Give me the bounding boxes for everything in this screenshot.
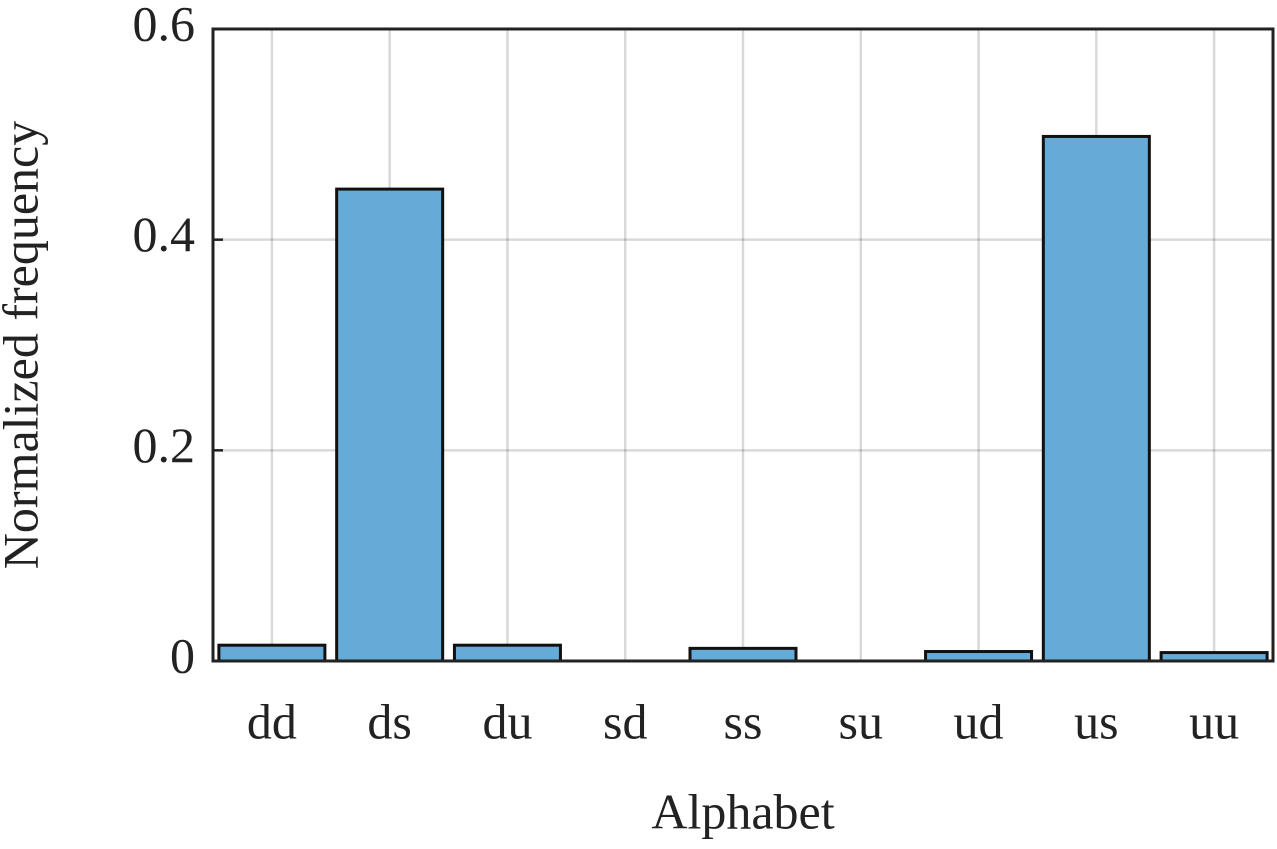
bar — [1041, 134, 1151, 663]
y-tick-label: 0.2 — [133, 417, 196, 473]
bar — [688, 646, 798, 663]
x-tick-label: ds — [367, 693, 411, 749]
bar — [335, 187, 445, 663]
x-tick-label: sd — [603, 693, 647, 749]
x-tick-label: ud — [954, 693, 1004, 749]
y-tick-label: 0.4 — [133, 206, 196, 262]
y-axis-label: Normalized frequency — [0, 121, 48, 569]
x-tick-label: su — [839, 693, 883, 749]
x-tick-label: us — [1074, 693, 1118, 749]
bar — [452, 643, 562, 663]
x-tick-label: dd — [247, 693, 297, 749]
plot-frame — [211, 27, 1275, 663]
bar — [217, 643, 327, 663]
x-axis-label: Alphabet — [651, 783, 834, 839]
x-tick-label: uu — [1189, 693, 1239, 749]
y-tick-label: 0 — [170, 627, 195, 683]
x-tick-label: ss — [724, 693, 763, 749]
x-tick-label: du — [482, 693, 532, 749]
y-tick-label: 0.6 — [133, 0, 196, 51]
